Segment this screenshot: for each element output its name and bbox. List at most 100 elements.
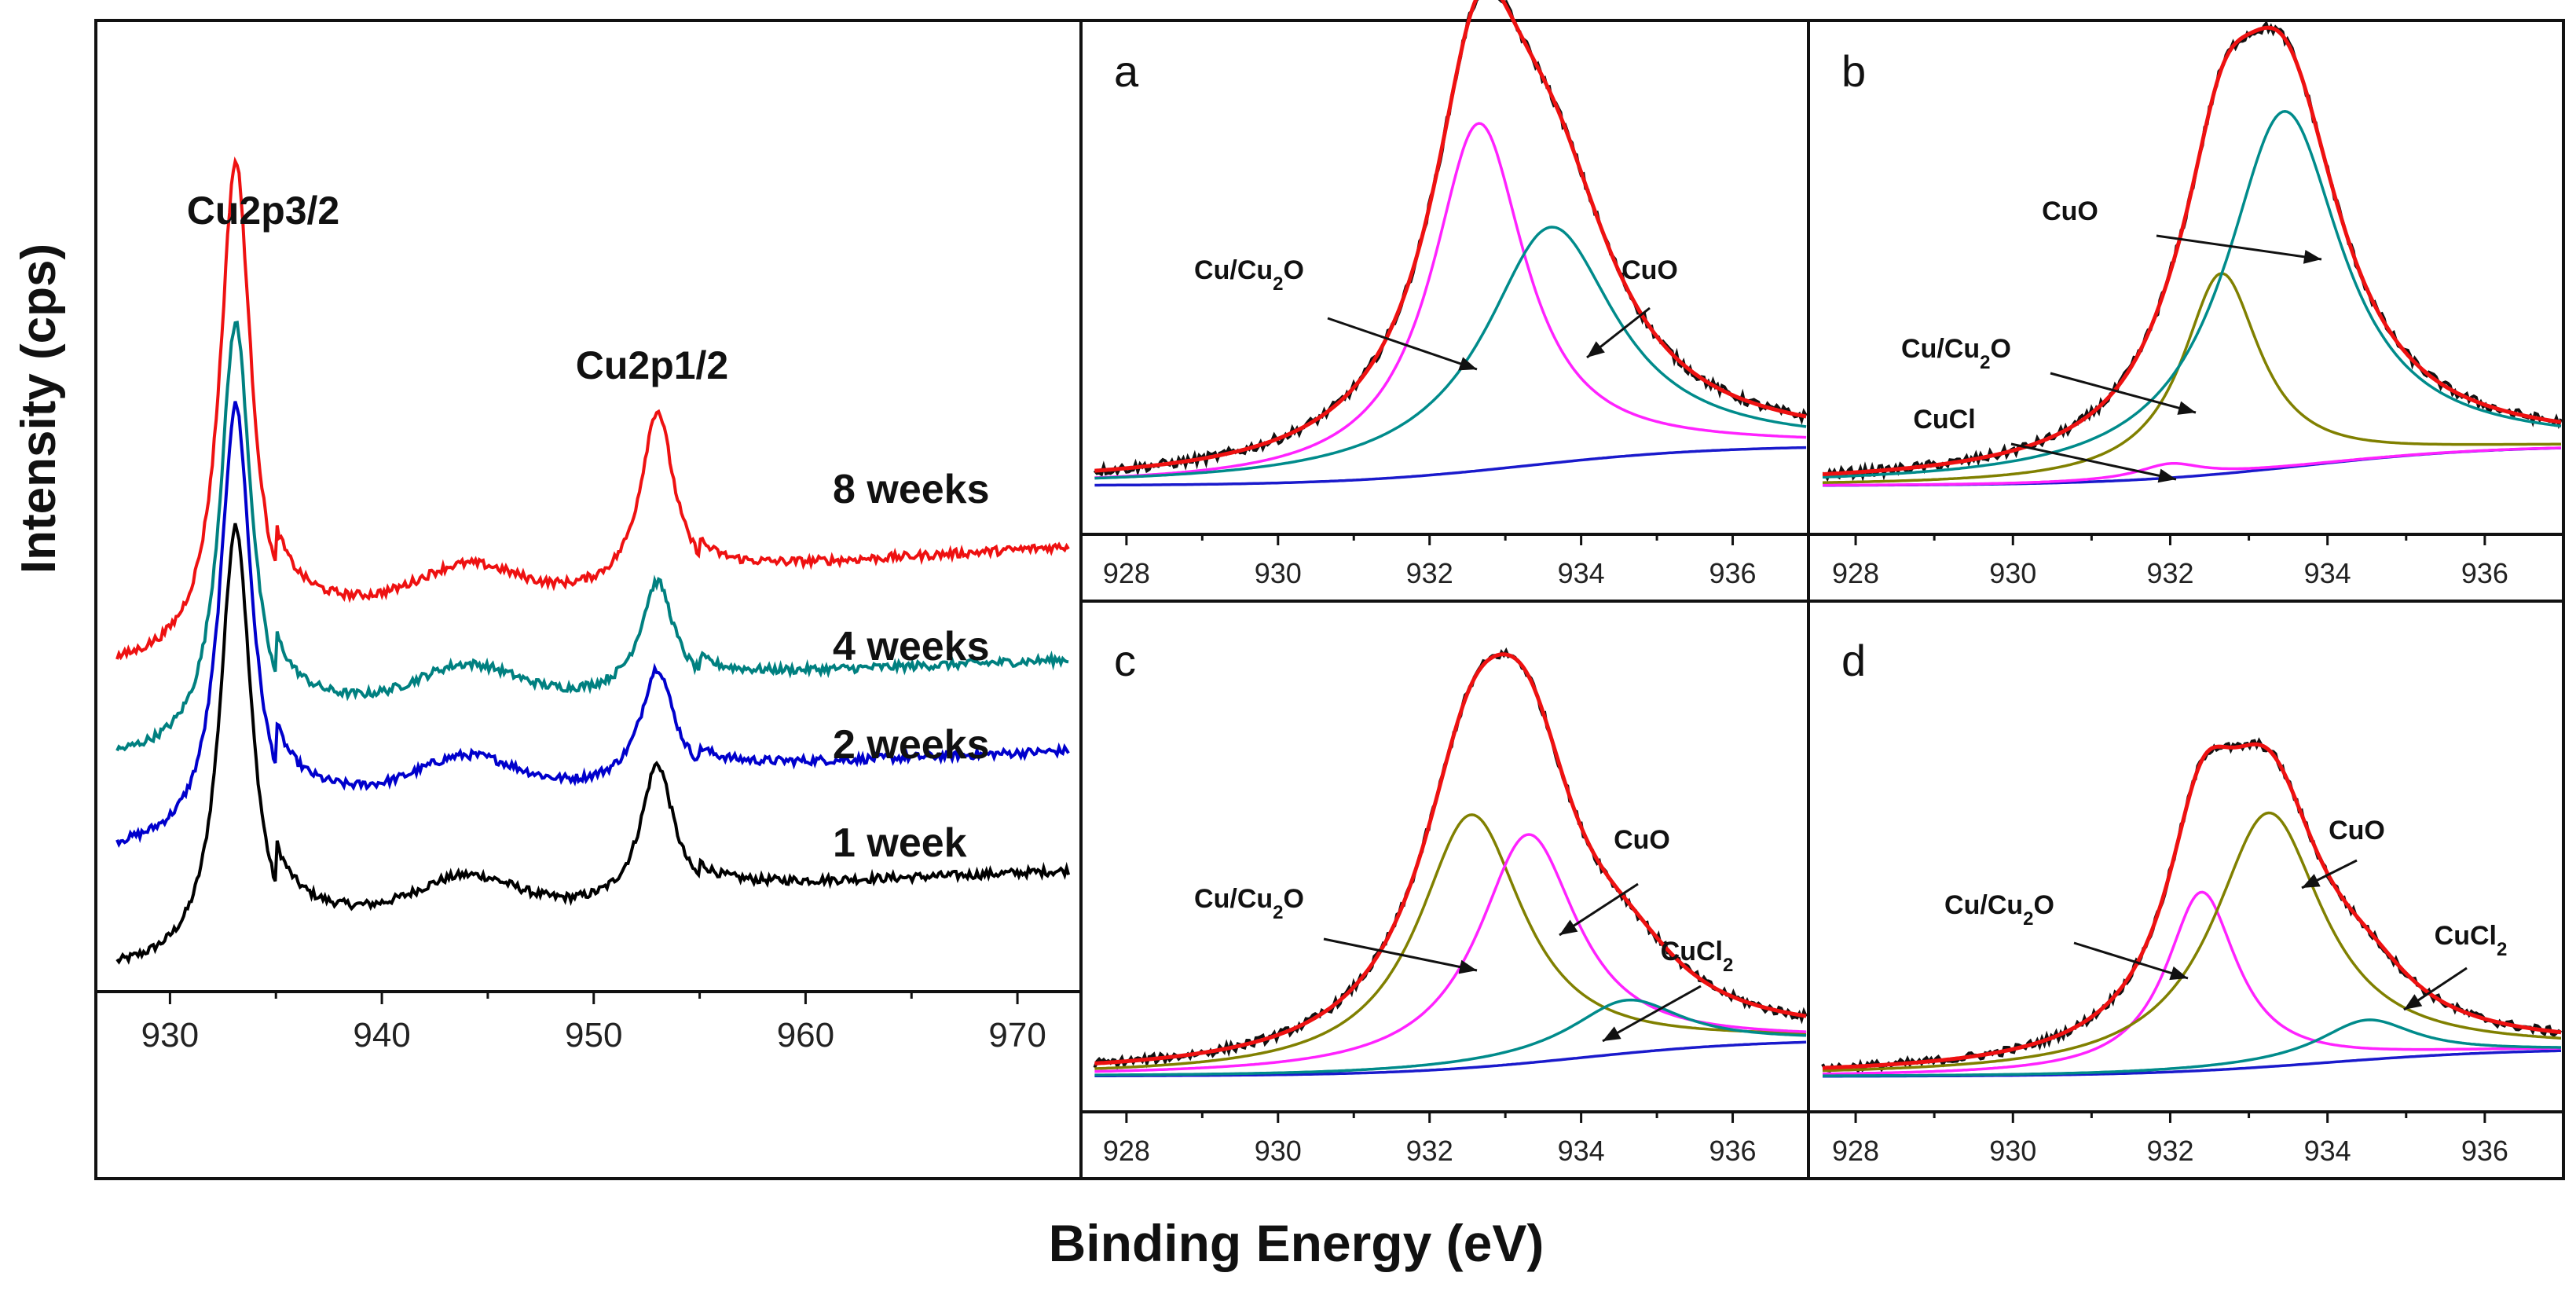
panel-c-x-tick-label: 928 — [1103, 1135, 1150, 1167]
panel-b-annotation-arrow — [2156, 234, 2322, 261]
panel-b-component-CuCl — [1823, 446, 2561, 487]
series-line-4-weeks — [115, 321, 1069, 752]
panel-d-envelope — [1822, 742, 2562, 1070]
panel-c-background-line — [1094, 1040, 1807, 1077]
series-line-2-weeks — [115, 401, 1070, 849]
panel-a-component-Cu-Cu2O — [1094, 122, 1807, 479]
panel-d-content: 928 930 932 934 936 d Cu/Cu2O CuO CuCl2 — [1821, 636, 2563, 1167]
panel-c-annotation-arrow — [1323, 937, 1478, 972]
panel-b-annotation-arrow — [2050, 372, 2197, 414]
panel-a-x-tick-label: 932 — [1406, 557, 1453, 589]
panel-a-component-CuO — [1094, 226, 1807, 480]
panel-d-frame — [1807, 600, 2565, 1180]
main-labels: Cu2p3/2 Cu2p1/2 1 week 2 weeks 4 weeks 8 week… — [187, 189, 990, 866]
panel-d-component-CuCl2 — [1823, 1018, 2561, 1077]
panel-d-x-tick-label: 936 — [2461, 1135, 2508, 1167]
panel-d-annotation-CuCl2: CuCl2 — [2435, 921, 2508, 960]
main-x-ticks: 930 940 950 960 970 — [141, 992, 1046, 1054]
panel-b-x-tick-label: 932 — [2146, 557, 2193, 589]
panel-b-annotation-arrow — [2010, 442, 2177, 481]
panel-c-x-tick-label: 930 — [1255, 1135, 1302, 1167]
main-x-tick-label: 950 — [565, 1016, 622, 1054]
panel-b-annotation-arrowhead — [2177, 401, 2196, 415]
main-x-tick-label: 940 — [353, 1016, 410, 1054]
panel-c-component-Cu-Cu2O — [1094, 813, 1807, 1070]
series-label-2-weeks: 2 weeks — [833, 722, 990, 768]
panel-b-letter: b — [1841, 46, 1866, 96]
panel-a-annotation-Cu-Cu2O: Cu/Cu2O — [1194, 255, 1304, 295]
panel-b-annotation-CuCl: CuCl — [1913, 405, 1975, 435]
panel-a-x-tick-label: 930 — [1255, 557, 1302, 589]
panel-d-annotation-arrowhead — [2404, 994, 2423, 1010]
panel-d-annotation-arrow — [2073, 941, 2189, 980]
panel-c-annotation-arrow — [1602, 985, 1702, 1043]
panel-d-annotation-Cu-Cu2O: Cu/Cu2O — [1944, 890, 2054, 930]
panel-b-content: 928 930 932 934 936 b CuO Cu/Cu2O CuCl — [1822, 20, 2563, 589]
panel-b-annotation-arrowhead — [2157, 468, 2176, 483]
panel-a-letter: a — [1114, 46, 1139, 96]
panel-d: 928 930 932 934 936 d Cu/Cu2O CuO CuCl2 — [1807, 600, 2565, 1180]
main-curves — [115, 156, 1071, 965]
panel-d-component-Cu-Cu2O — [1822, 890, 2561, 1076]
panel-a-annotation-CuO: CuO — [1621, 255, 1678, 285]
series-label-8-weeks: 8 weeks — [833, 467, 990, 512]
panel-b-annotation-CuO: CuO — [2042, 196, 2098, 226]
main-x-tick-label: 960 — [777, 1016, 834, 1054]
panel-c-component-CuCl2 — [1094, 998, 1807, 1076]
panel-a-content: 928 930 932 934 936 a Cu/Cu2O CuO — [1093, 0, 1808, 589]
panel-b-x-tick-label: 936 — [2461, 557, 2508, 589]
panel-b-component-Cu-Cu2O — [1822, 272, 2561, 484]
panel-a-envelope — [1094, 0, 1807, 473]
panel-c-envelope — [1094, 652, 1807, 1065]
panel-c: 928 930 932 934 936 c Cu/Cu2O CuO CuCl2 — [1079, 600, 1810, 1180]
panel-c-x-tick-label: 936 — [1709, 1135, 1757, 1167]
panel-b-annotation-Cu-Cu2O: Cu/Cu2O — [1901, 334, 2011, 373]
panel-a-annotation-arrow — [1327, 317, 1478, 371]
panel-a: 928 930 932 934 936 a Cu/Cu2O CuO — [1079, 0, 1810, 603]
panel-c-content: 928 930 932 934 936 c Cu/Cu2O CuO CuCl2 — [1093, 636, 1808, 1167]
peak-label-cu2p32: Cu2p3/2 — [187, 189, 340, 233]
panel-d-annotation-arrowhead — [2169, 966, 2188, 981]
panel-d-annotation-CuO: CuO — [2329, 816, 2385, 845]
panel-a-x-tick-label: 928 — [1103, 557, 1150, 589]
y-axis-title: Intensity (cps) — [12, 244, 66, 574]
panel-c-annotation-Cu-Cu2O: Cu/Cu2O — [1194, 884, 1304, 923]
panel-d-component-CuO — [1822, 811, 2562, 1073]
series-line-8-weeks — [115, 156, 1070, 661]
panel-b-x-tick-label: 934 — [2304, 557, 2351, 589]
panel-c-annotation-arrowhead — [1458, 959, 1477, 974]
series-label-4-weeks: 4 weeks — [833, 624, 990, 669]
panel-a-x-tick-label: 934 — [1558, 557, 1605, 589]
panel-c-x-tick-label: 934 — [1558, 1135, 1605, 1167]
x-axis-title: Binding Energy (eV) — [1049, 1214, 1545, 1272]
panel-c-annotation-CuCl2: CuCl2 — [1661, 937, 1734, 976]
panel-b-annotation-arrowhead — [2303, 250, 2321, 264]
panel-c-annotation-arrowhead — [1603, 1026, 1621, 1041]
peak-label-cu2p12: Cu2p1/2 — [576, 343, 729, 387]
panel-c-annotation-CuO: CuO — [1614, 825, 1670, 855]
main-spectra-panel: 930 940 950 960 970 Cu2p3/2 Cu2p1/2 1 week 2 we… — [94, 19, 1083, 1180]
panel-a-background-line — [1094, 446, 1807, 487]
panel-d-annotation-arrowhead — [2302, 874, 2321, 888]
panel-c-annotation-arrowhead — [1559, 919, 1578, 935]
panel-b-x-tick-label: 930 — [1989, 557, 2036, 589]
panel-b-x-tick-label: 928 — [1832, 557, 1879, 589]
series-line-1-week — [115, 523, 1071, 965]
panel-d-x-tick-label: 930 — [1989, 1135, 2036, 1167]
panel-d-x-tick-label: 928 — [1832, 1135, 1879, 1167]
panel-d-x-tick-label: 932 — [2146, 1135, 2193, 1167]
panel-a-annotation-arrowhead — [1458, 357, 1477, 371]
panel-b-envelope — [1822, 25, 2562, 476]
panel-a-x-tick-label: 936 — [1709, 557, 1757, 589]
panel-b-component-CuO — [1822, 110, 2562, 479]
main-x-tick-label: 970 — [988, 1016, 1046, 1054]
panel-d-x-tick-label: 934 — [2304, 1135, 2351, 1167]
panel-c-letter: c — [1114, 636, 1136, 685]
panel-c-x-tick-label: 932 — [1406, 1135, 1453, 1167]
panel-b: 928 930 932 934 936 b CuO Cu/Cu2O CuCl — [1807, 19, 2565, 603]
panel-d-letter: d — [1841, 636, 1866, 685]
panel-a-annotation-arrowhead — [1587, 341, 1605, 358]
series-label-1-week: 1 week — [833, 820, 967, 866]
main-x-tick-label: 930 — [141, 1016, 199, 1054]
